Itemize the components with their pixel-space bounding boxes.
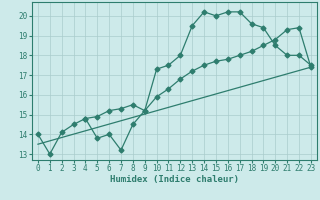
X-axis label: Humidex (Indice chaleur): Humidex (Indice chaleur) bbox=[110, 175, 239, 184]
